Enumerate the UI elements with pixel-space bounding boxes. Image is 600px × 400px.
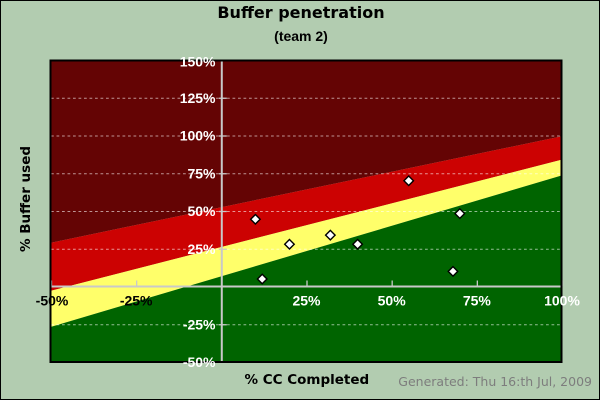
- x-tick-label: 100%: [544, 293, 580, 309]
- x-tick-label: -25%: [120, 293, 153, 309]
- data-point-marker: [324, 229, 337, 241]
- dark-red-zone: [51, 60, 562, 243]
- y-tick-label: 125%: [180, 90, 216, 106]
- green-zone: [51, 175, 562, 362]
- data-point-marker: [256, 273, 268, 285]
- y-tick-label: 75%: [187, 165, 216, 181]
- yellow-zone: [51, 159, 562, 327]
- plot-border: [49, 59, 563, 363]
- chart-title: Buffer penetration: [217, 3, 385, 22]
- x-tick-label: -50%: [36, 293, 69, 309]
- x-tick-label: 75%: [463, 293, 492, 309]
- data-point-marker: [447, 265, 459, 278]
- y-tick-label: 25%: [187, 241, 216, 257]
- data-point-marker: [351, 238, 364, 250]
- red-zone: [51, 136, 562, 291]
- chart-subtitle: (team 2): [274, 28, 328, 44]
- x-tick-label: 50%: [378, 293, 407, 309]
- y-axis-title: % Buffer used: [18, 145, 34, 252]
- data-point-marker: [249, 213, 262, 226]
- y-tick-label: 150%: [180, 53, 216, 69]
- y-tick-label: 100%: [180, 128, 216, 144]
- y-tick-label: -25%: [183, 316, 216, 332]
- x-tick-label: 25%: [292, 293, 321, 309]
- data-point-marker: [454, 207, 466, 220]
- x-axis-title: % CC Completed: [244, 372, 370, 389]
- data-point-marker: [283, 238, 296, 250]
- data-point-marker: [402, 175, 415, 187]
- generated-timestamp: Generated: Thu 16:th Jul, 2009: [398, 374, 592, 389]
- y-tick-label: -50%: [183, 354, 216, 370]
- y-tick-label: 50%: [187, 203, 216, 219]
